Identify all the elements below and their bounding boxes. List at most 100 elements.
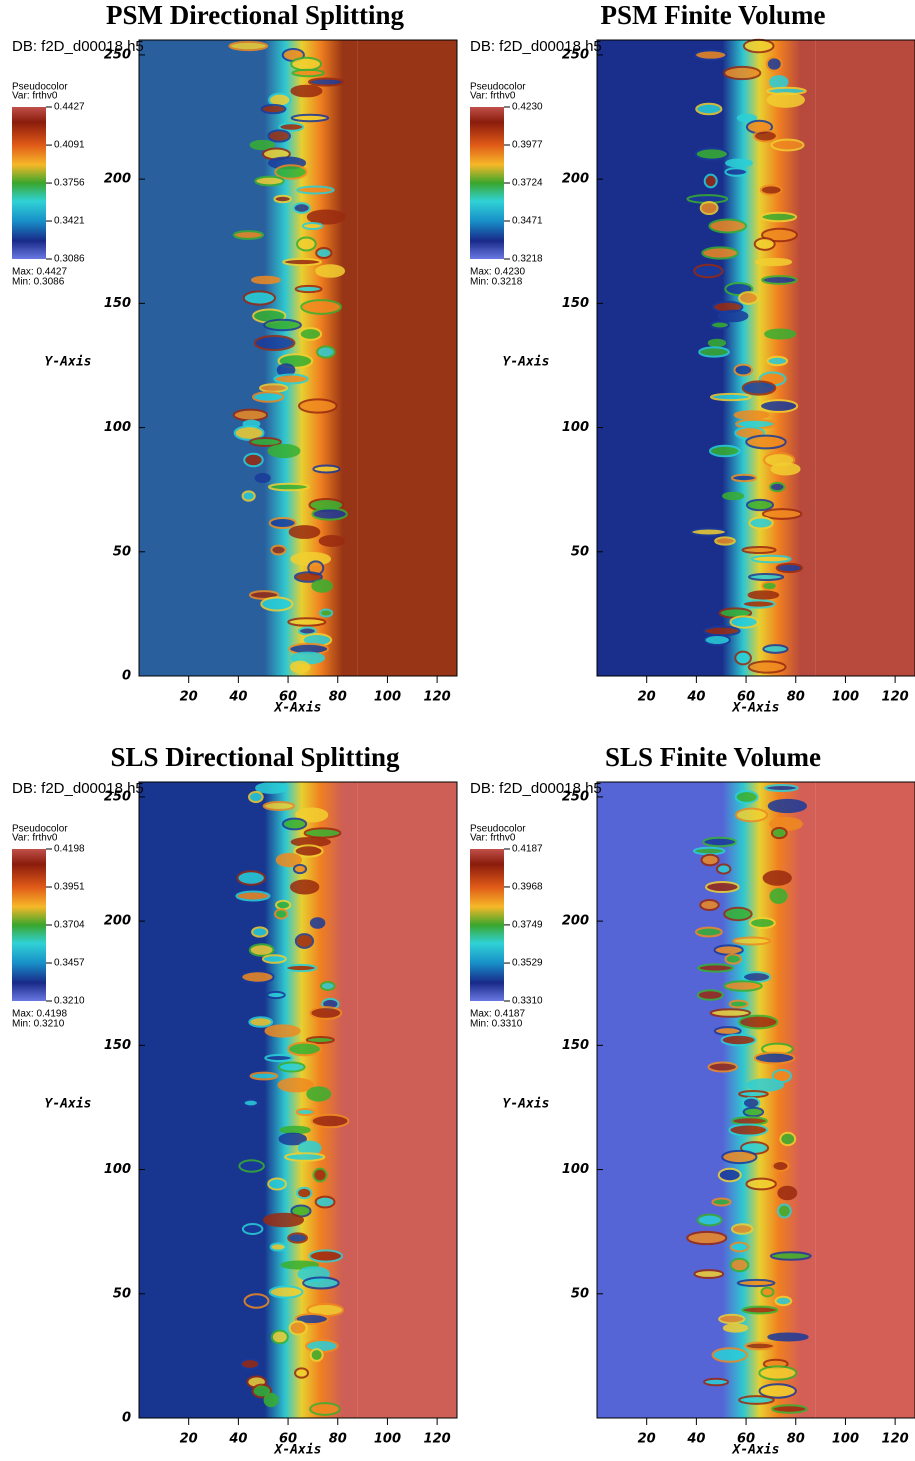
vortex [261, 954, 287, 964]
colorbar [470, 107, 504, 259]
panel: 50 100 150 200 250 20 40 60 80 100 120 X-Axis Y-Axis… [470, 742, 915, 1458]
y-tick-label: 250 [562, 789, 589, 804]
vortex [315, 264, 346, 278]
vortex [761, 580, 778, 592]
vortex [696, 989, 724, 1001]
field-right [815, 40, 915, 676]
y-tick-label: 250 [562, 47, 589, 62]
vortex [762, 870, 792, 886]
vortex [300, 299, 342, 315]
x-tick-label: 60 [279, 1432, 297, 1447]
vortex [769, 888, 788, 904]
vortex [697, 963, 735, 973]
colorbar-label: 0.3471 [512, 216, 543, 227]
x-tick-label: 80 [787, 690, 805, 705]
vortex [267, 443, 301, 459]
vortex [319, 981, 336, 991]
vortex [263, 318, 302, 332]
vortex [318, 535, 345, 547]
legend-var: Var: frthv0 [12, 833, 58, 844]
vortex [769, 481, 786, 493]
min-label: Min: 0.3086 [12, 277, 65, 288]
vortex [771, 1404, 808, 1414]
y-tick-label: 250 [104, 47, 131, 62]
max-label: Max: 0.4230 [470, 267, 525, 278]
x-tick-label: 120 [882, 1432, 909, 1447]
vortex [777, 1203, 792, 1219]
vortex [275, 852, 303, 868]
vortex [248, 943, 275, 957]
vortex [733, 363, 754, 377]
vortex [760, 1286, 775, 1298]
vortex [315, 247, 333, 259]
vortex [692, 846, 726, 856]
vortex [266, 990, 286, 1000]
vortex [314, 1195, 336, 1209]
colorbar-label: 0.3310 [512, 996, 543, 1007]
vortex [263, 1392, 279, 1408]
vortex [296, 236, 317, 252]
vortex [258, 383, 289, 393]
colorbar-label: 0.3421 [54, 216, 85, 227]
vortex [284, 963, 318, 973]
colorbar-label: 0.3704 [54, 920, 85, 931]
vortex [241, 1222, 264, 1236]
vortex [243, 1293, 270, 1309]
vortex [711, 1347, 748, 1363]
vortex [260, 103, 287, 115]
vortex [296, 1186, 313, 1200]
vortex [714, 536, 736, 546]
vortex [745, 434, 787, 450]
vortex [734, 650, 752, 666]
vortex [774, 1295, 793, 1307]
vortex [294, 933, 315, 949]
vortex [236, 870, 266, 886]
vortex [718, 1313, 746, 1325]
legend-title: Pseudocolor [12, 82, 68, 93]
vortex [239, 1358, 261, 1370]
colorbar-label: 0.3529 [512, 958, 543, 969]
vortex [228, 40, 269, 52]
vortex [759, 399, 799, 413]
x-tick-label: 80 [787, 1432, 805, 1447]
vortex [761, 508, 803, 520]
vortex [710, 320, 730, 330]
vortex [695, 102, 723, 116]
x-tick-label: 20 [638, 1432, 656, 1447]
vortex [293, 571, 323, 583]
vortex [275, 899, 292, 911]
vortex [232, 408, 269, 422]
vortex [288, 525, 321, 539]
y-tick-label: 50 [571, 1286, 589, 1301]
vortex [242, 290, 276, 306]
vortex [738, 291, 759, 305]
vortex [745, 498, 775, 512]
vortex [262, 801, 295, 811]
vortex [713, 944, 744, 956]
y-tick-label: 100 [104, 420, 131, 435]
vortex [316, 345, 336, 359]
x-tick-label: 80 [329, 1432, 347, 1447]
vortex [305, 1035, 335, 1045]
vortex [251, 391, 285, 403]
vortex [734, 807, 769, 823]
legend-var: Var: frthv0 [12, 91, 58, 102]
vortex [721, 1149, 758, 1165]
vortex [702, 836, 737, 848]
vortex [728, 999, 749, 1009]
x-tick-label: 120 [882, 690, 909, 705]
vortex [703, 1377, 730, 1387]
vortex [754, 257, 793, 267]
vortex [729, 1241, 750, 1253]
vortex [699, 898, 720, 912]
vortex [311, 579, 333, 593]
vortex [287, 617, 327, 627]
vortex [703, 625, 741, 637]
vortex [253, 335, 296, 351]
vortex [302, 1276, 340, 1290]
y-tick-label: 100 [562, 420, 589, 435]
vortex [311, 507, 348, 521]
vortex [759, 184, 783, 196]
vortex [281, 817, 308, 831]
vortex [248, 1016, 274, 1028]
